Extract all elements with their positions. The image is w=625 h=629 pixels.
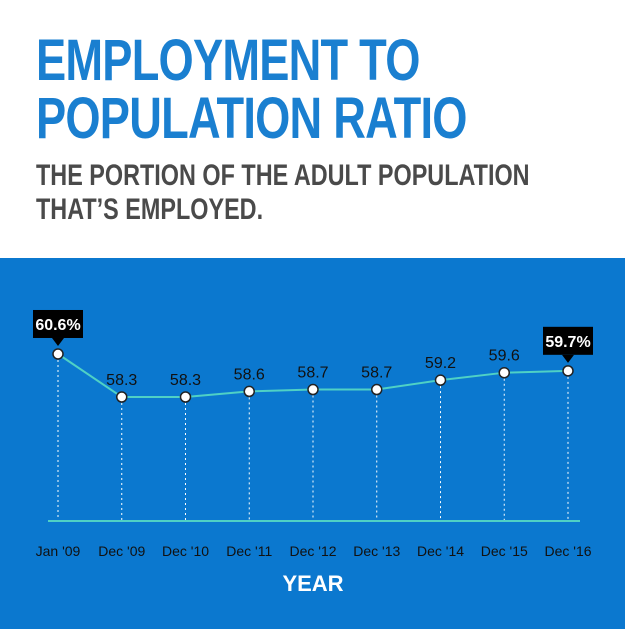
data-label: 58.7	[361, 365, 392, 382]
data-label: 58.6	[234, 366, 265, 383]
data-point	[498, 366, 510, 379]
chart-title-line-2: POPULATION RATIO	[36, 86, 467, 151]
data-label: 60.6%	[35, 317, 80, 334]
x-tick-label: Dec '10	[162, 543, 209, 559]
data-point	[179, 391, 192, 403]
data-point	[562, 365, 574, 377]
data-label: 59.6	[489, 348, 520, 365]
line-chart: 60.6% 58.3 58.3 58.6 58.7 58.7 59.2 59.6 59.7% J…	[33, 309, 593, 596]
callout-pointer	[52, 337, 64, 346]
header: EMPLOYMENT TO POPULATION RATIO THE PORTI…	[0, 0, 625, 258]
data-point	[52, 348, 64, 360]
data-label: 58.3	[170, 372, 201, 389]
callout-box	[543, 326, 593, 355]
callout-pointer	[562, 354, 574, 363]
chart-title-line-1: EMPLOYMENT TO	[36, 28, 420, 93]
x-tick-label: Dec '09	[98, 543, 145, 559]
chart-subtitle-line-1: THE PORTION OF THE ADULT POPULATION	[36, 159, 530, 192]
data-point	[434, 374, 447, 386]
data-point	[243, 385, 255, 398]
chart-title: EMPLOYMENT TO POPULATION RATIO	[36, 32, 467, 148]
chart-subtitle-line-2: THAT’S EMPLOYED.	[36, 193, 264, 226]
data-label: 58.3	[106, 372, 137, 389]
data-point	[307, 383, 319, 396]
x-tick-label: Dec '15	[481, 543, 528, 559]
data-label: 59.2	[425, 355, 456, 372]
x-tick-label: Dec '11	[226, 543, 272, 559]
x-axis-title: YEAR	[282, 571, 343, 596]
data-label: 59.7%	[545, 334, 590, 351]
chart-subtitle: THE PORTION OF THE ADULT POPULATION THAT…	[36, 159, 530, 227]
data-point	[116, 391, 128, 403]
data-label: 58.7	[297, 365, 328, 382]
callout-box	[33, 309, 83, 338]
data-point	[371, 383, 383, 396]
x-tick-label: Jan '09	[36, 543, 81, 559]
chart-panel: 60.6% 58.3 58.3 58.6 58.7 58.7 59.2 59.6 59.7% J…	[0, 258, 625, 629]
x-tick-label: Dec '13	[353, 543, 400, 559]
x-tick-label: Dec '14	[417, 543, 464, 559]
x-tick-label: Dec '12	[289, 543, 336, 559]
x-tick-label: Dec '16	[544, 543, 591, 559]
